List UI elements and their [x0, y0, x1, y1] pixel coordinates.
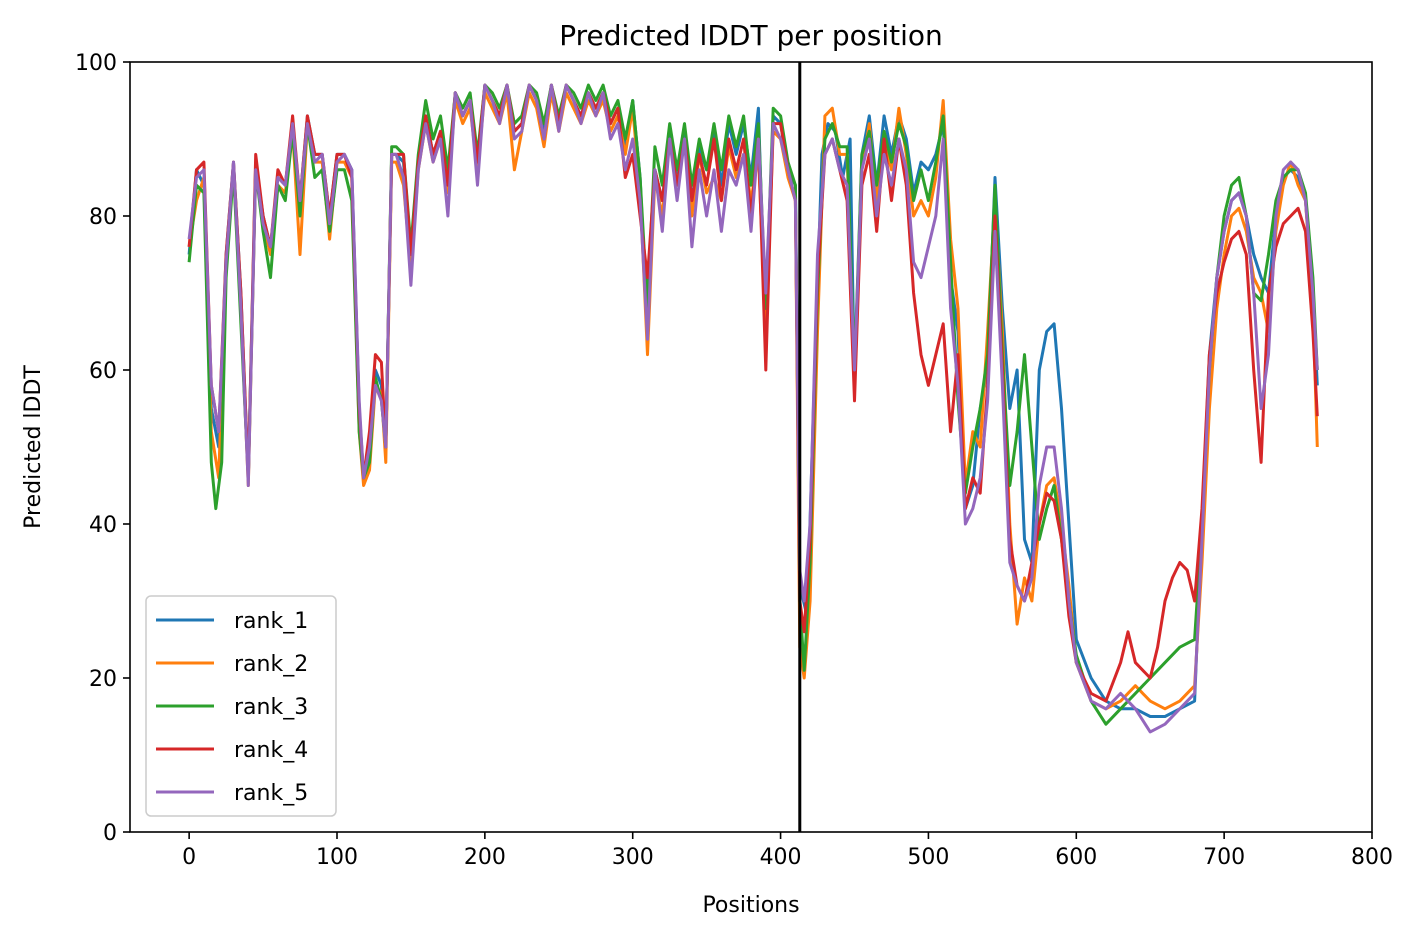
y-axis-ticks: 0 20 40 60 80 100 — [75, 51, 130, 846]
x-tick-label: 500 — [907, 845, 949, 870]
x-axis-label: Positions — [702, 893, 799, 918]
x-tick-label: 400 — [760, 845, 802, 870]
legend-label: rank_3 — [234, 695, 308, 720]
legend-box — [145, 595, 337, 817]
y-tick-label: 100 — [75, 51, 117, 76]
x-axis-ticks: 0 100 200 300 400 500 600 700 800 — [182, 832, 1393, 870]
legend: rank_1 rank_2 rank_3 rank_4 rank_5 — [145, 595, 337, 817]
x-tick-label: 700 — [1203, 845, 1245, 870]
plot-area — [129, 61, 1373, 833]
y-tick-label: 20 — [89, 667, 117, 692]
x-tick-label: 200 — [464, 845, 506, 870]
series-lines — [187, 83, 1319, 734]
x-tick-label: 0 — [182, 845, 196, 870]
x-tick-label: 100 — [316, 845, 358, 870]
y-tick-label: 40 — [89, 513, 117, 538]
axes-frame — [129, 61, 1373, 833]
y-tick-label: 60 — [89, 359, 117, 384]
y-axis-label: Predicted lDDT — [21, 365, 46, 529]
x-tick-label: 800 — [1351, 845, 1393, 870]
legend-label: rank_5 — [234, 781, 308, 806]
series-line-rank-5 — [187, 83, 1319, 734]
y-tick-label: 80 — [89, 205, 117, 230]
chart-title: Predicted lDDT per position — [559, 19, 943, 52]
series-line-rank-4 — [187, 83, 1319, 703]
legend-label: rank_4 — [234, 738, 308, 763]
legend-label: rank_2 — [234, 652, 308, 677]
y-tick-label: 0 — [103, 821, 117, 846]
legend-label: rank_1 — [234, 609, 308, 634]
x-tick-label: 600 — [1055, 845, 1097, 870]
x-tick-label: 300 — [612, 845, 654, 870]
